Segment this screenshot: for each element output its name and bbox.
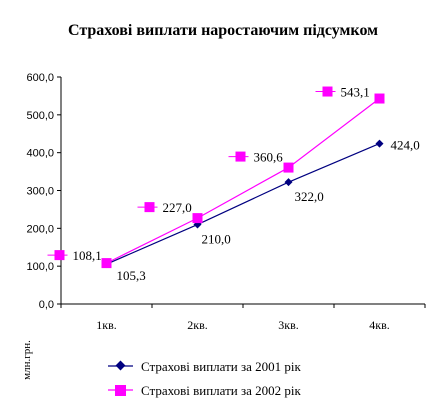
y-tick-label: 200,0 [26,223,54,235]
x-tick-label: 3кв. [278,318,299,332]
legend-marker-2001 [115,360,126,371]
series-line-2001 [106,143,380,265]
data-label-2002: 543,1 [341,85,370,100]
label-key-2002 [54,250,65,261]
chart-title: Страхові виплати наростаючим підсумком [68,22,378,39]
y-tick-label: 100,0 [26,261,54,273]
x-tick-label: 1кв. [96,318,117,332]
label-key-2002 [235,151,246,162]
legend-marker-2002 [115,385,126,396]
data-labels: 108,1 227,0 360,6 543,1 105,3 210,0 322,0 424,0 [47,85,420,283]
series-2002 [101,93,385,269]
data-label-2001: 424,0 [391,138,420,153]
data-point-2002 [283,162,294,173]
y-tick-label: 400,0 [26,148,54,160]
data-label-2001: 105,3 [117,268,146,283]
data-label-2002: 227,0 [163,200,192,215]
y-axis-ticks: 0,0 100,0 200,0 300,0 400,0 500,0 600,0 [26,72,54,311]
series-line-2002 [106,98,380,264]
data-label-2001: 210,0 [202,232,231,247]
data-label-2002: 108,1 [73,248,102,263]
data-point-2002 [374,93,385,104]
x-tick-label: 2кв. [187,318,208,332]
label-key-2002 [144,202,155,213]
legend-item-2002: Страхові виплати за 2002 рік [108,383,301,398]
data-label-2002: 360,6 [254,150,284,165]
legend-item-2001: Страхові виплати за 2001 рік [108,359,301,374]
legend-label-2001: Страхові виплати за 2001 рік [141,359,301,374]
data-point-2001 [375,139,384,148]
x-tick-label: 4кв. [369,318,390,332]
legend: Страхові виплати за 2001 рік Страхові ви… [108,359,301,398]
y-tick-label: 500,0 [26,110,54,122]
data-label-2001: 322,0 [295,189,324,204]
data-point-2001 [284,178,293,187]
axes [57,76,426,308]
data-point-2002 [192,213,203,224]
y-axis-label: млн.грн. [21,340,33,380]
y-tick-label: 0,0 [39,299,54,311]
legend-label-2002: Страхові виплати за 2002 рік [141,383,301,398]
x-axis-ticks: 1кв. 2кв. 3кв. 4кв. [96,318,390,332]
data-point-2002 [101,258,112,269]
label-key-2002 [322,86,333,97]
y-tick-label: 300,0 [26,186,54,198]
y-tick-label: 600,0 [26,72,54,84]
